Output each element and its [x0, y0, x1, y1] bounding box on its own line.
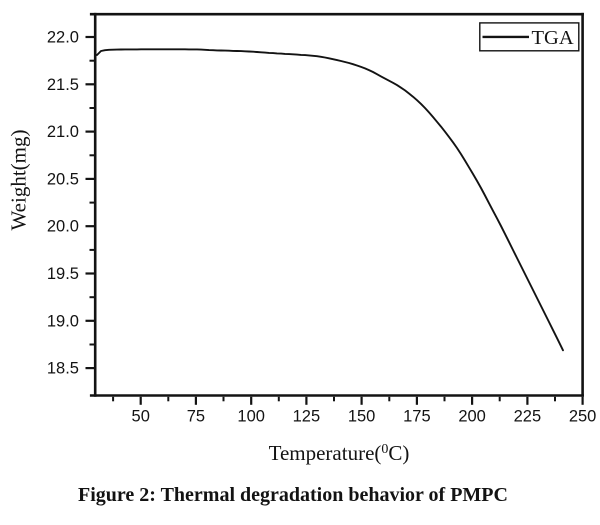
svg-text:20.0: 20.0: [47, 218, 79, 236]
svg-text:150: 150: [348, 408, 376, 426]
svg-text:Weight(mg): Weight(mg): [7, 130, 31, 231]
svg-text:20.5: 20.5: [47, 170, 79, 188]
svg-text:200: 200: [458, 408, 486, 426]
svg-text:175: 175: [403, 408, 431, 426]
svg-text:125: 125: [293, 408, 321, 426]
svg-text:Figure 2: Thermal degradation: Figure 2: Thermal degradation behavior o…: [78, 484, 508, 506]
svg-text:21.5: 21.5: [47, 76, 79, 94]
svg-text:100: 100: [237, 408, 265, 426]
svg-text:22.0: 22.0: [47, 29, 79, 47]
svg-text:225: 225: [514, 408, 542, 426]
svg-text:TGA: TGA: [532, 27, 574, 49]
svg-text:75: 75: [187, 408, 205, 426]
svg-text:250: 250: [569, 408, 597, 426]
svg-text:Temperature(0C): Temperature(0C): [269, 441, 410, 465]
svg-text:19.5: 19.5: [47, 265, 79, 283]
svg-text:21.0: 21.0: [47, 123, 79, 141]
svg-text:50: 50: [132, 408, 150, 426]
svg-text:19.0: 19.0: [47, 312, 79, 330]
svg-text:18.5: 18.5: [47, 360, 79, 378]
